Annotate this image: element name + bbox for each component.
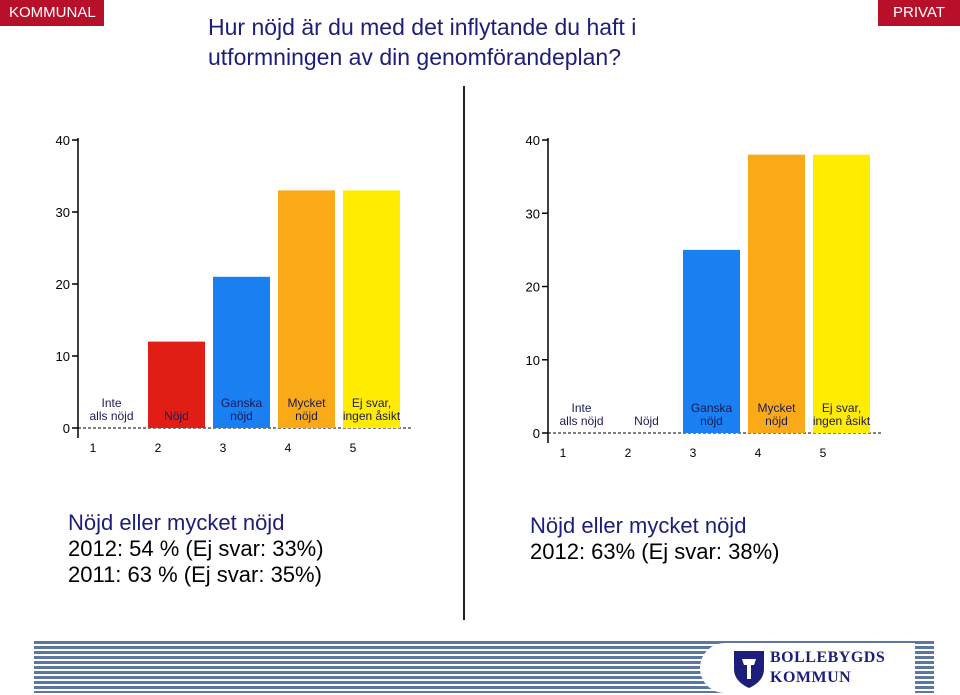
- category-label: nöjd: [765, 414, 788, 428]
- y-tick-label: 20: [56, 277, 70, 292]
- x-tick-label: 2: [625, 446, 632, 460]
- y-tick-label: 40: [526, 133, 540, 148]
- y-tick-label: 40: [56, 133, 70, 148]
- x-tick-label: 4: [285, 441, 292, 455]
- category-label: Ganska: [221, 396, 263, 410]
- category-label: Nöjd: [164, 409, 189, 423]
- summary-heading: Nöjd eller mycket nöjd: [530, 513, 747, 538]
- y-tick-label: 30: [56, 205, 70, 220]
- logo-line-2: KOMMUN: [770, 669, 852, 686]
- slide-title: Hur nöjd är du med det inflytande du haf…: [208, 12, 808, 72]
- bar: [683, 249, 740, 433]
- y-tick-label: 0: [63, 421, 70, 436]
- category-label: Ej svar,: [352, 396, 391, 410]
- y-tick-label: 30: [526, 206, 540, 221]
- category-label: Ej svar,: [822, 401, 861, 415]
- category-label: nöjd: [230, 409, 253, 423]
- summary-line-2012: 2012: 54 % (Ej svar: 33%): [68, 536, 324, 561]
- privat-tag: PRIVAT: [878, 0, 960, 26]
- y-tick-label: 0: [533, 426, 540, 441]
- summary-line-2012: 2012: 63% (Ej svar: 38%): [530, 539, 780, 564]
- summary-line-2011: 2011: 63 % (Ej svar: 35%): [68, 562, 322, 587]
- logo-line-1: BOLLEBYGDS: [770, 649, 886, 666]
- x-tick-label: 5: [350, 441, 357, 455]
- category-label: Mycket: [757, 401, 796, 415]
- category-label: Ganska: [691, 401, 733, 415]
- category-label: nöjd: [700, 414, 723, 428]
- category-label: ingen åsikt: [813, 414, 871, 428]
- title-line-2: utformningen av din genomförandeplan?: [208, 44, 622, 70]
- logo-text: BOLLEBYGDS KOMMUN: [770, 648, 885, 688]
- bar: [213, 276, 270, 428]
- title-line-1: Hur nöjd är du med det inflytande du haf…: [208, 14, 637, 40]
- bar: [148, 341, 205, 428]
- coat-of-arms-icon: [734, 651, 764, 688]
- y-tick-label: 10: [56, 349, 70, 364]
- category-label: alls nöjd: [89, 409, 133, 423]
- x-tick-label: 1: [560, 446, 567, 460]
- summary-heading: Nöjd eller mycket nöjd: [68, 510, 285, 535]
- kommunal-tag: KOMMUNAL: [0, 0, 104, 26]
- summary-privat: Nöjd eller mycket nöjd 2012: 63% (Ej sva…: [530, 513, 779, 565]
- bar: [343, 190, 400, 428]
- category-label: alls nöjd: [559, 414, 603, 428]
- column-divider: [463, 86, 465, 620]
- x-tick-label: 1: [90, 441, 97, 455]
- x-tick-label: 5: [820, 446, 827, 460]
- category-label: Nöjd: [634, 414, 659, 428]
- category-label: ingen åsikt: [343, 409, 401, 423]
- category-label: Mycket: [287, 396, 326, 410]
- x-tick-label: 4: [755, 446, 762, 460]
- x-tick-label: 3: [690, 446, 697, 460]
- bar: [813, 154, 870, 433]
- category-label: Inte: [101, 396, 121, 410]
- bar: [278, 190, 335, 428]
- category-label: Inte: [571, 401, 591, 415]
- y-tick-label: 10: [526, 353, 540, 368]
- x-tick-label: 2: [155, 441, 162, 455]
- summary-kommunal: Nöjd eller mycket nöjd 2012: 54 % (Ej sv…: [68, 510, 324, 588]
- bar: [748, 154, 805, 433]
- x-tick-label: 3: [220, 441, 227, 455]
- category-label: nöjd: [295, 409, 318, 423]
- y-tick-label: 20: [526, 280, 540, 295]
